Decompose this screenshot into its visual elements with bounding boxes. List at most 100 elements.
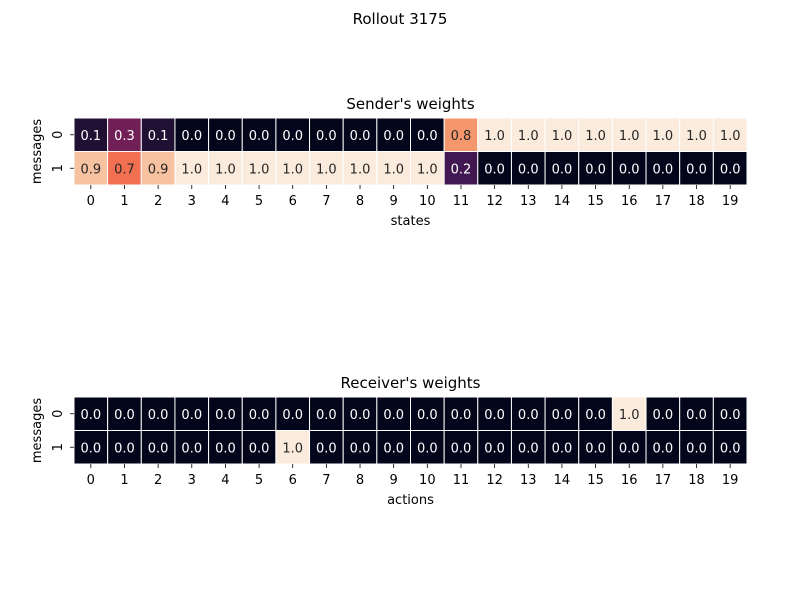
sender-x-tick-label: 12 <box>486 194 503 209</box>
receiver-cell-label: 0.0 <box>720 441 741 456</box>
sender-cell-label: 1.0 <box>282 162 303 177</box>
sender-cell <box>410 117 445 152</box>
receiver-title: Receiver's weights <box>341 374 481 392</box>
receiver-cell <box>342 396 378 431</box>
receiver-cell <box>712 396 748 431</box>
receiver-cell-label: 0.0 <box>720 408 741 423</box>
sender-cell <box>578 151 613 186</box>
sender-x-tick-label: 8 <box>356 194 364 209</box>
receiver-y-axis-label: messages <box>30 398 45 463</box>
receiver-x-tick-label: 4 <box>221 473 229 488</box>
sender-cell-label: 1.0 <box>249 162 270 177</box>
sender-cell-label: 0.0 <box>619 162 640 177</box>
sender-x-tick-label: 10 <box>419 194 436 209</box>
sender-cell <box>679 151 714 186</box>
figure-title: Rollout 3175 <box>353 10 448 28</box>
receiver-cell <box>679 430 714 465</box>
receiver-x-tick-label: 2 <box>154 473 162 488</box>
receiver-cell <box>410 430 445 465</box>
sender-y-tick-label: 0 <box>51 131 66 139</box>
sender-cell-label: 0.0 <box>215 129 236 144</box>
receiver-cell <box>544 396 580 431</box>
sender-cell-label: 0.1 <box>148 129 169 144</box>
receiver-cell-label: 0.0 <box>383 441 404 456</box>
receiver-cell-label: 0.0 <box>518 441 539 456</box>
sender-cell-label: 1.0 <box>585 129 606 144</box>
receiver-cell-label: 0.0 <box>316 441 337 456</box>
sender-cell-label: 0.0 <box>249 129 270 144</box>
sender-x-tick-label: 3 <box>188 194 196 209</box>
sender-cell <box>275 117 311 152</box>
sender-cell-label: 0.8 <box>451 129 472 144</box>
receiver-cell <box>645 430 681 465</box>
receiver-cell <box>578 430 613 465</box>
receiver-cell-label: 0.0 <box>619 441 640 456</box>
receiver-cell-label: 0.0 <box>518 408 539 423</box>
sender-x-tick-label: 15 <box>587 194 604 209</box>
receiver-cell <box>107 430 142 465</box>
sender-cell-label: 1.0 <box>720 129 741 144</box>
sender-cell-label: 0.0 <box>181 129 202 144</box>
sender-cell <box>443 151 479 186</box>
receiver-cell <box>140 430 176 465</box>
sender-cell <box>679 117 714 152</box>
sender-cell <box>73 151 109 186</box>
receiver-x-tick-label: 6 <box>289 473 297 488</box>
receiver-cell-label: 0.0 <box>249 408 270 423</box>
receiver-cell-label: 0.0 <box>417 408 438 423</box>
sender-cell-label: 0.0 <box>552 162 573 177</box>
sender-x-tick-label: 1 <box>120 194 128 209</box>
receiver-cell-label: 0.0 <box>80 408 101 423</box>
sender-x-tick-label: 18 <box>688 194 705 209</box>
receiver-x-axis-label: actions <box>387 493 434 508</box>
receiver-cell-label: 0.0 <box>316 408 337 423</box>
sender-cell-label: 0.0 <box>653 162 674 177</box>
sender-cell-label: 1.0 <box>619 129 640 144</box>
receiver-x-tick-label: 17 <box>655 473 672 488</box>
receiver-cell-label: 0.0 <box>417 441 438 456</box>
receiver-x-tick-label: 0 <box>87 473 95 488</box>
receiver-cell-label: 0.0 <box>585 441 606 456</box>
receiver-cell-label: 0.0 <box>181 441 202 456</box>
receiver-cell <box>208 396 243 431</box>
sender-x-tick-label: 13 <box>520 194 537 209</box>
sender-cell <box>342 117 378 152</box>
sender-cell <box>611 117 647 152</box>
receiver-y-tick-label: 1 <box>51 443 66 451</box>
sender-x-tick-label: 2 <box>154 194 162 209</box>
sender-x-tick-label: 4 <box>221 194 229 209</box>
receiver-cell-label: 0.0 <box>653 441 674 456</box>
receiver-cell-label: 0.0 <box>686 441 707 456</box>
receiver-cell <box>645 396 681 431</box>
sender-cell <box>107 151 142 186</box>
receiver-cell-label: 0.0 <box>484 408 505 423</box>
receiver-cell-label: 0.0 <box>653 408 674 423</box>
receiver-cell-label: 0.0 <box>148 441 169 456</box>
sender-cell-label: 1.0 <box>518 129 539 144</box>
receiver-heatmap: Receiver's weights 0.0 0.0 0.0 0.0 0.0 0.0 0.0 0… <box>30 374 748 508</box>
receiver-x-tick-label: 11 <box>453 473 470 488</box>
receiver-cell-label: 0.0 <box>114 408 135 423</box>
receiver-cell-label: 0.0 <box>383 408 404 423</box>
receiver-x-tick-label: 14 <box>554 473 571 488</box>
receiver-cell <box>376 396 412 431</box>
sender-cell <box>477 151 512 186</box>
receiver-cell-label: 0.0 <box>215 408 236 423</box>
receiver-cell <box>376 430 412 465</box>
receiver-cell-label: 0.0 <box>249 441 270 456</box>
receiver-x-tick-label: 18 <box>688 473 705 488</box>
receiver-x-tick-label: 12 <box>486 473 503 488</box>
sender-cell-label: 0.3 <box>114 129 135 144</box>
sender-cell-label: 0.9 <box>148 162 169 177</box>
receiver-cell <box>275 430 311 465</box>
sender-cell-label: 0.0 <box>417 129 438 144</box>
sender-title: Sender's weights <box>346 95 474 113</box>
sender-cell <box>510 151 546 186</box>
sender-x-tick-label: 17 <box>655 194 672 209</box>
receiver-x-tick-label: 8 <box>356 473 364 488</box>
receiver-cell-label: 0.0 <box>80 441 101 456</box>
receiver-cell <box>510 396 546 431</box>
sender-cell <box>241 151 277 186</box>
receiver-y-tick-label: 0 <box>51 410 66 418</box>
